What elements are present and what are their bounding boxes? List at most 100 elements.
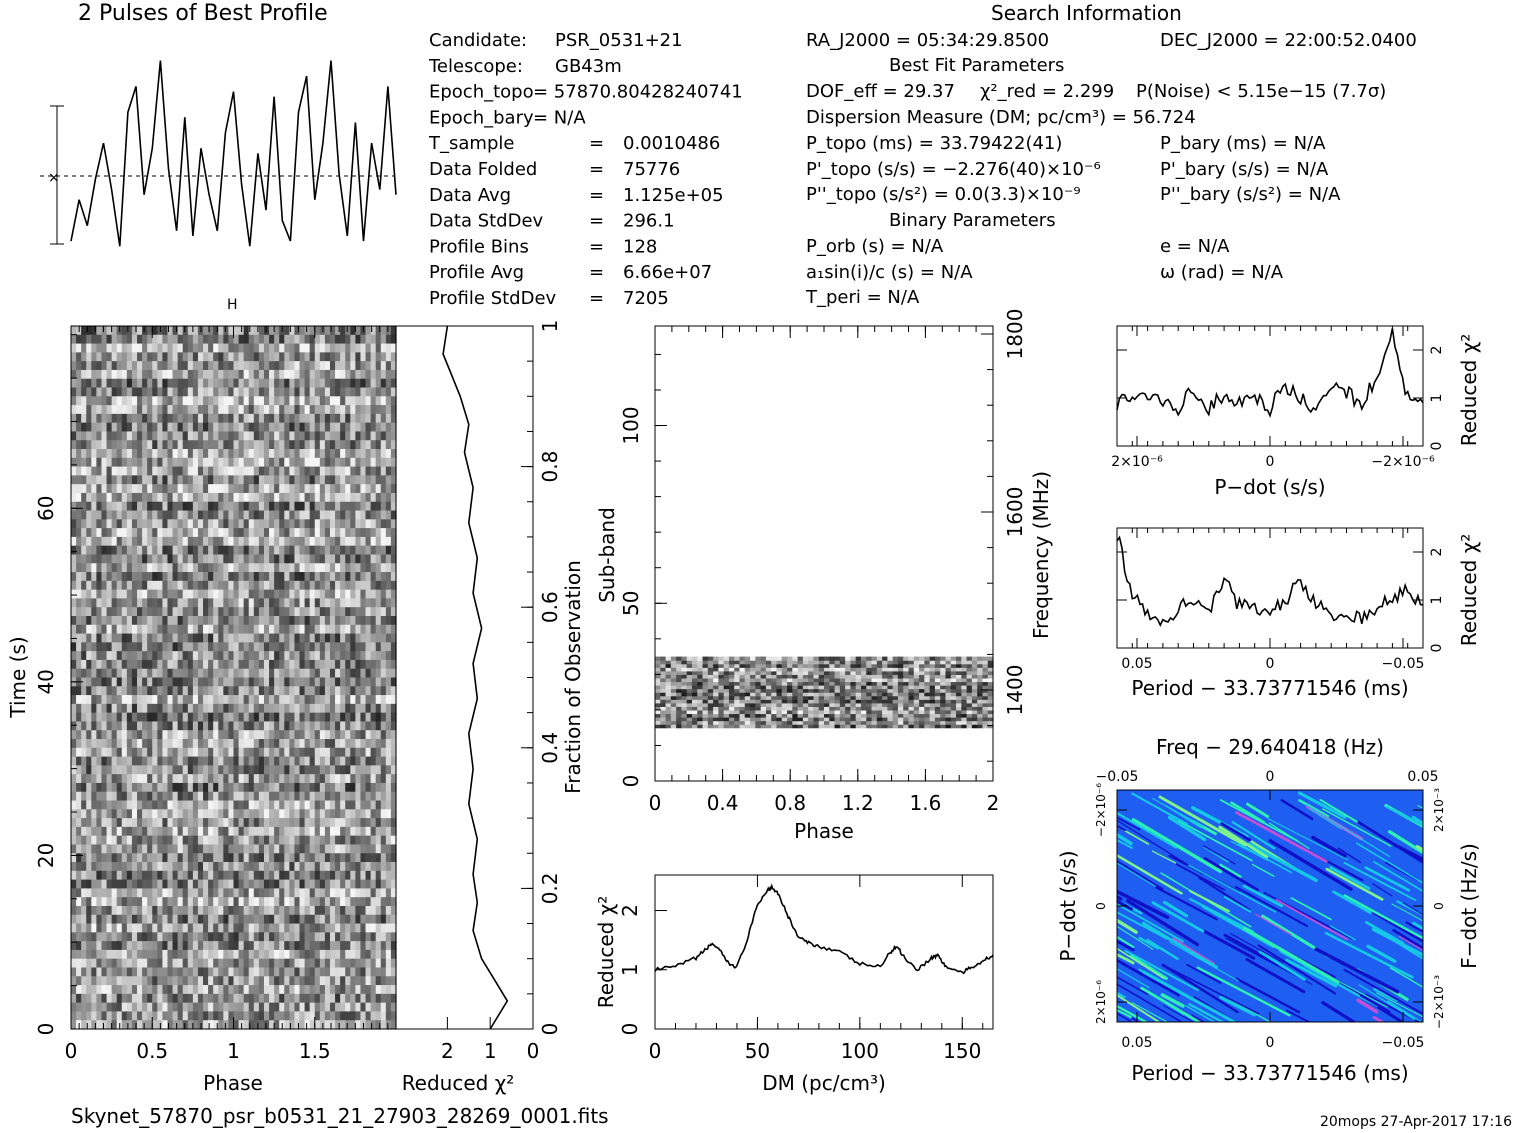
tp-cell bbox=[91, 853, 97, 863]
tp-cell bbox=[279, 765, 285, 775]
tp-cell bbox=[258, 905, 265, 916]
tp-cell bbox=[269, 501, 275, 512]
tp-cell bbox=[385, 747, 392, 758]
tp-cell bbox=[329, 449, 336, 459]
tp-cell bbox=[269, 686, 275, 696]
tp-cell bbox=[111, 870, 118, 881]
tp-cell bbox=[131, 730, 138, 740]
tp-cell bbox=[131, 774, 138, 784]
tp-cell bbox=[91, 466, 97, 476]
tp-cell bbox=[279, 668, 285, 679]
tp-cell bbox=[335, 985, 341, 995]
tp-cell bbox=[137, 985, 143, 995]
tp-cell bbox=[304, 791, 311, 802]
tp-cell bbox=[248, 413, 255, 424]
tp-cell bbox=[360, 484, 367, 494]
tp-cell bbox=[263, 607, 270, 617]
tp-cell bbox=[197, 361, 204, 371]
tp-cell bbox=[86, 730, 92, 740]
tp-cell bbox=[223, 475, 230, 485]
tp-cell bbox=[96, 572, 103, 582]
tp-cell bbox=[324, 844, 331, 854]
tp-cell bbox=[370, 449, 377, 459]
tp-cell bbox=[238, 607, 245, 617]
tp-cell bbox=[258, 413, 265, 424]
tp-cell bbox=[192, 949, 199, 960]
tp-cell bbox=[96, 958, 103, 969]
tp-cell bbox=[370, 976, 377, 986]
tp-cell bbox=[147, 572, 153, 582]
tp-cell bbox=[101, 554, 108, 564]
tp-cell bbox=[360, 378, 367, 389]
tp-cell bbox=[172, 519, 179, 529]
tp-cell bbox=[248, 730, 255, 740]
tp-cell bbox=[390, 528, 397, 538]
tp-cell bbox=[314, 492, 321, 503]
tp-cell bbox=[238, 967, 245, 977]
tp-cell bbox=[177, 378, 184, 389]
tp-cell bbox=[172, 958, 179, 969]
tp-cell bbox=[360, 361, 367, 371]
tp-cell bbox=[228, 361, 235, 371]
tp-cell bbox=[172, 492, 179, 503]
tp-cell bbox=[279, 712, 285, 723]
tp-cell bbox=[172, 528, 179, 538]
tp-cell bbox=[289, 615, 296, 626]
tp-cell bbox=[86, 985, 92, 995]
tp-cell bbox=[294, 598, 301, 608]
tp-cell bbox=[131, 563, 138, 573]
tp-cell bbox=[197, 835, 204, 846]
tp-cell bbox=[253, 378, 260, 389]
tp-cell bbox=[192, 492, 199, 503]
tp-cell bbox=[96, 492, 103, 503]
tp-cell bbox=[355, 686, 362, 696]
tp-cell bbox=[253, 413, 260, 424]
tp-cell bbox=[248, 888, 255, 898]
tp-cell bbox=[152, 563, 158, 573]
tp-cell bbox=[385, 519, 392, 529]
tp-cell bbox=[329, 888, 336, 898]
tp-cell bbox=[71, 844, 77, 854]
tp-cell bbox=[121, 352, 128, 362]
tp-cell bbox=[223, 554, 230, 564]
tp-cell bbox=[319, 361, 326, 371]
tp-cell bbox=[350, 545, 356, 556]
tp-cell bbox=[228, 449, 235, 459]
tp-cell bbox=[96, 457, 103, 468]
tp-cell bbox=[385, 897, 392, 907]
tp-cell bbox=[274, 589, 280, 600]
tp-cell bbox=[294, 809, 301, 819]
tp-cell bbox=[213, 659, 219, 670]
tp-cell bbox=[274, 396, 280, 406]
tp-cell bbox=[263, 958, 270, 969]
tp-cell bbox=[294, 730, 301, 740]
tp-cell bbox=[304, 449, 311, 459]
tp-cell bbox=[360, 862, 367, 872]
tp-cell bbox=[289, 422, 296, 433]
tp-cell bbox=[126, 659, 133, 670]
tp-cell bbox=[101, 747, 108, 758]
tp-cell bbox=[279, 431, 285, 441]
tp-cell bbox=[309, 888, 316, 898]
tp-cell bbox=[269, 580, 275, 591]
tp-cell bbox=[101, 492, 108, 503]
tp-cell bbox=[197, 624, 204, 635]
tp-cell bbox=[131, 721, 138, 731]
tp-cell bbox=[263, 721, 270, 731]
tp-cell bbox=[116, 888, 123, 898]
tp-cell bbox=[263, 730, 270, 740]
tp-cell bbox=[248, 756, 255, 766]
tp-cell bbox=[71, 862, 77, 872]
tp-cell bbox=[345, 949, 351, 960]
tp-cell bbox=[162, 739, 169, 749]
tp-cell bbox=[390, 747, 397, 758]
tp-cell bbox=[187, 563, 194, 573]
tp-cell bbox=[172, 598, 179, 608]
tp-cell bbox=[203, 598, 209, 608]
tp-cell bbox=[111, 536, 118, 547]
tp-cell bbox=[152, 334, 158, 345]
tp-cell bbox=[106, 440, 113, 450]
tp-cell bbox=[203, 624, 209, 635]
tp-cell bbox=[360, 536, 367, 547]
tp-cell bbox=[213, 422, 219, 433]
